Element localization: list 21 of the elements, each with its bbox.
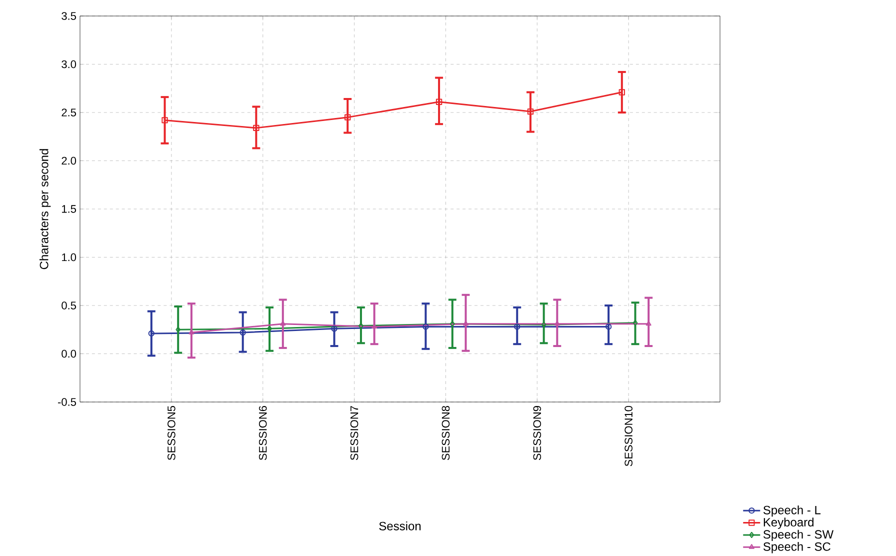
y-tick-label: 2.0 [62,156,76,165]
y-tick-label: 0.0 [62,350,76,358]
legend-label: Speech - L [763,505,821,517]
x-axis-title: Session [379,522,421,530]
x-tick-label: SESSION8 [442,406,450,460]
legend-label: Keyboard [764,518,814,529]
y-axis-title: Characters per second [39,149,51,270]
legend-label: Speech - SC [763,542,830,554]
y-tick-label: 3.0 [62,60,76,68]
x-tick-label: SESSION5 [168,406,176,460]
x-tick-label: SESSION6 [258,406,267,460]
legend-label: Speech - SW [763,530,834,542]
y-tick-label: 2.5 [62,108,76,116]
y-tick-label: 1.0 [62,253,76,262]
x-tick-label: SESSION10 [624,406,632,466]
y-tick-label: 0.5 [62,302,76,310]
x-tick-label: SESSION7 [350,406,358,460]
y-tick-label: 3.5 [62,12,76,20]
x-tick-label: SESSION9 [533,406,542,460]
y-tick-label: -0.5 [58,398,76,406]
y-tick-label: 1.5 [62,205,76,213]
